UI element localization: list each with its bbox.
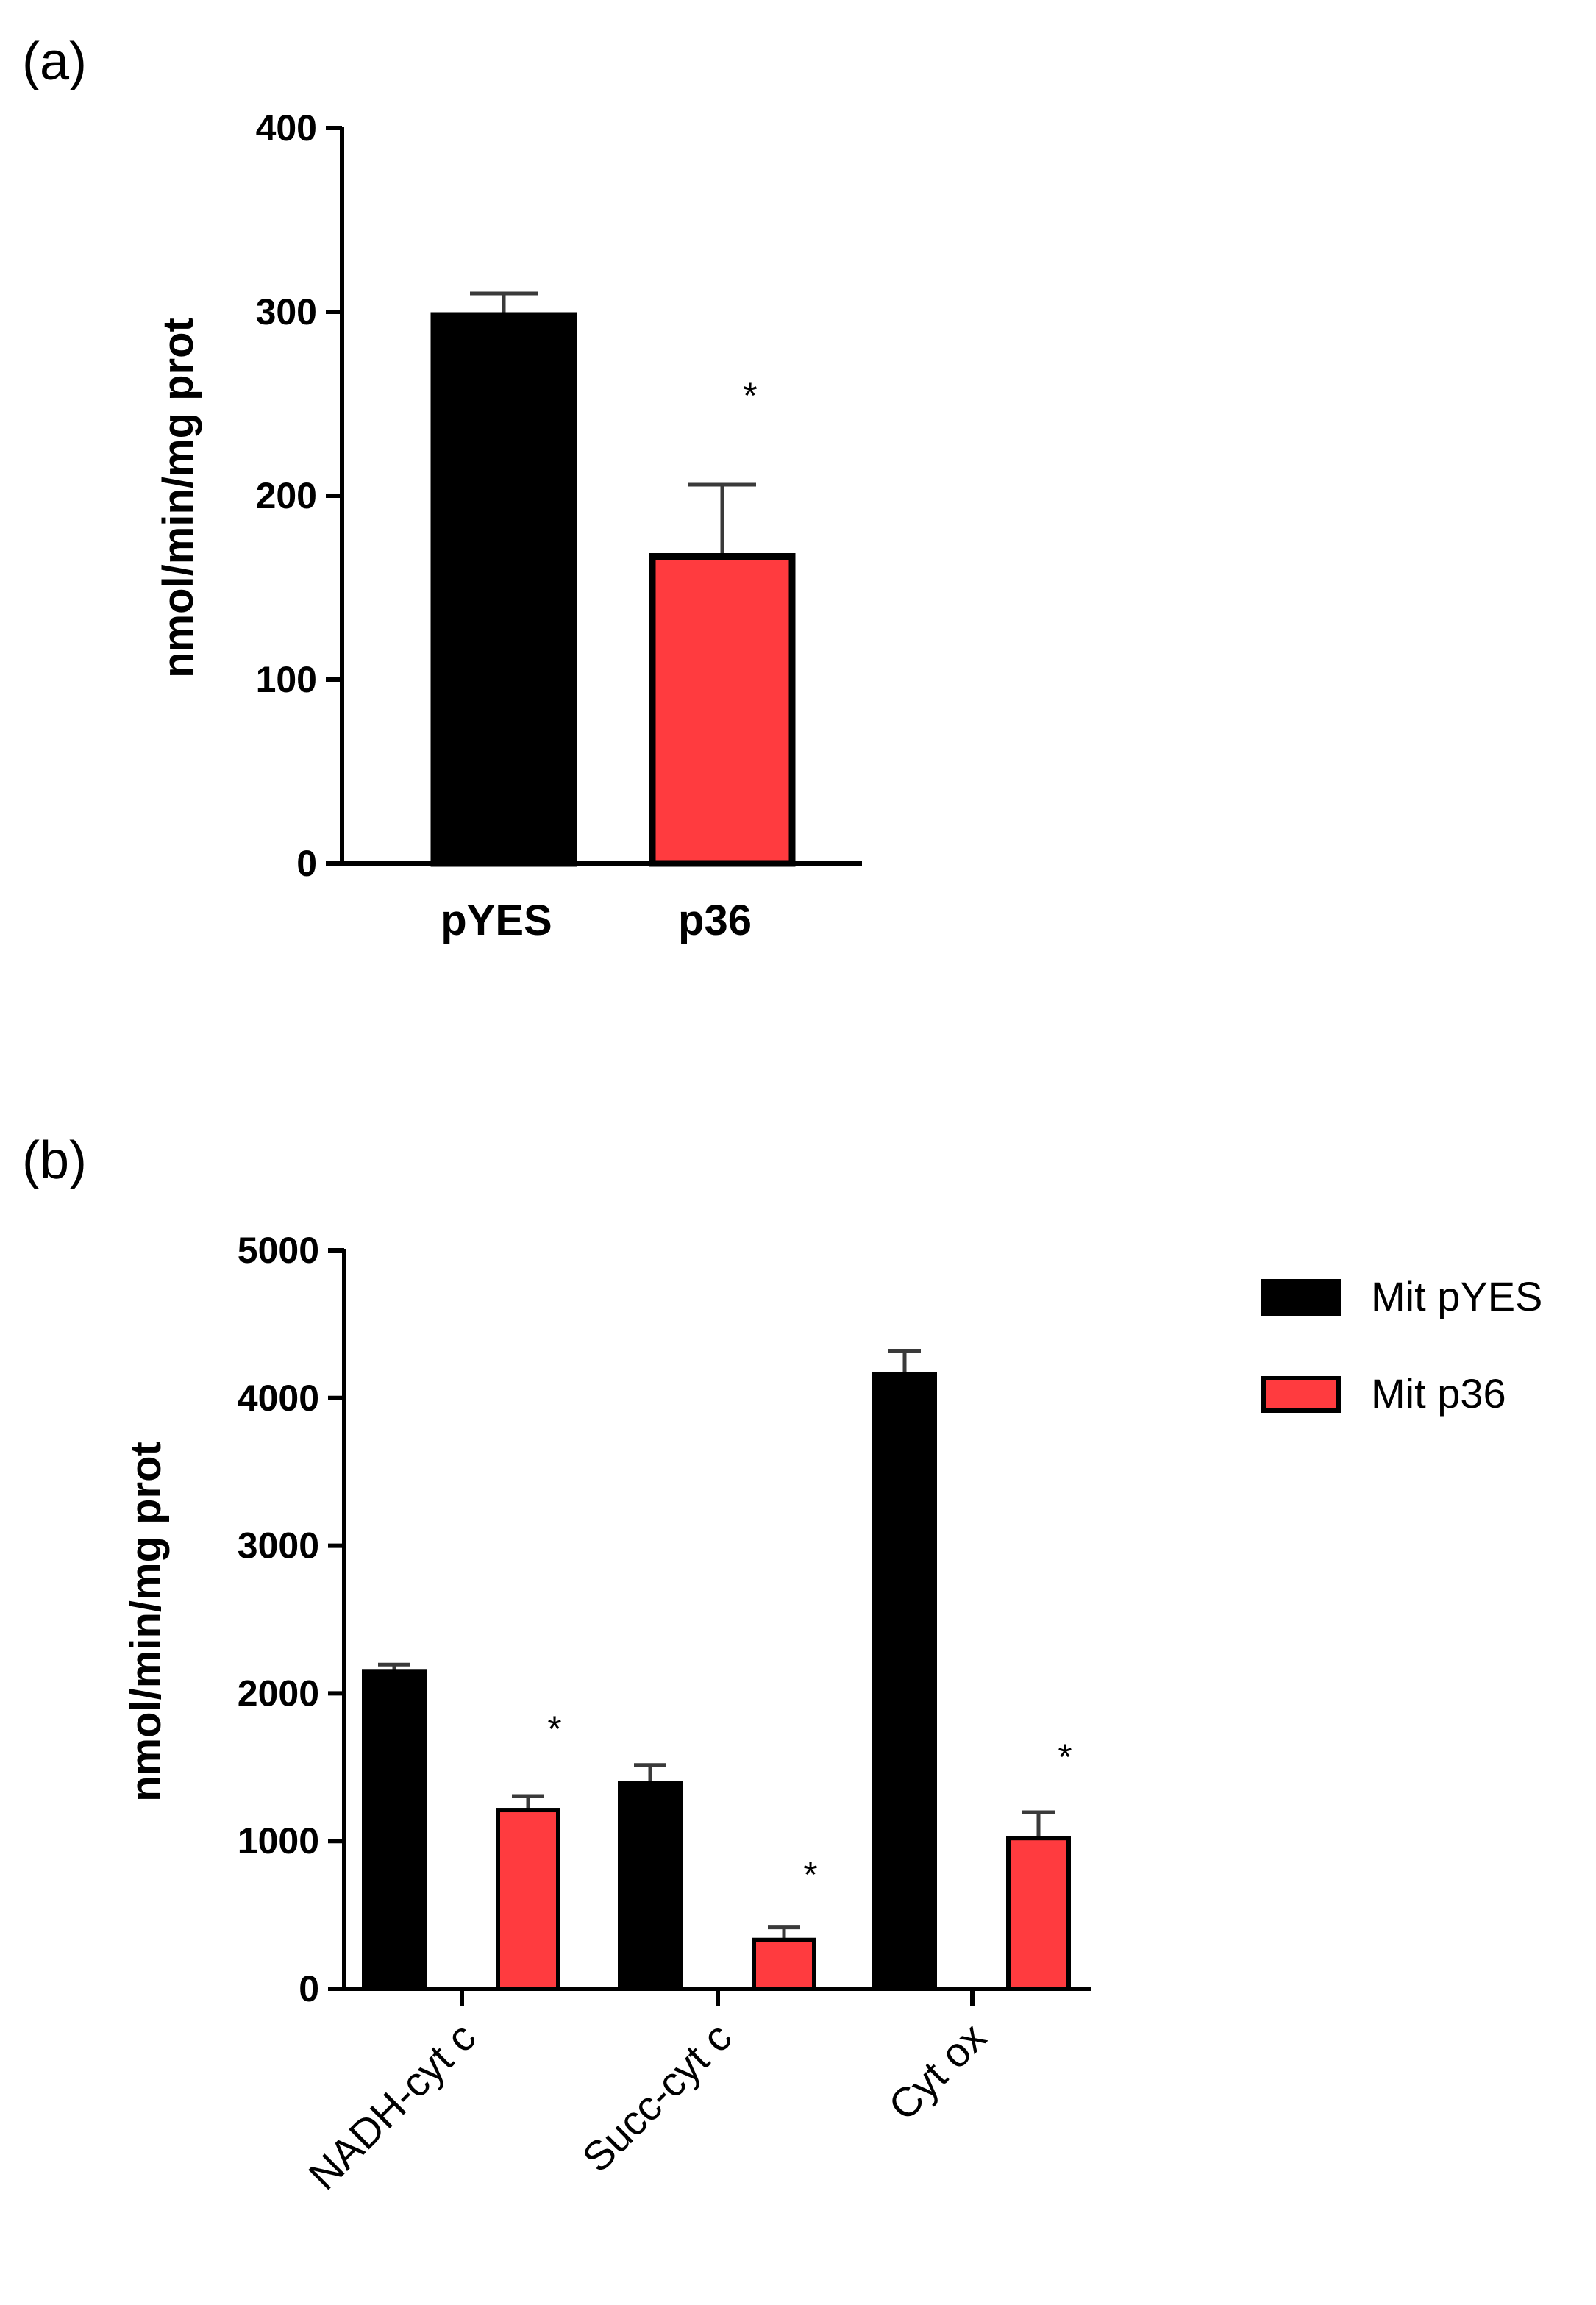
x-category-label-b-nadh-cyt-c: NADH-cyt c — [299, 2014, 484, 2198]
y-tick-label-a-300: 300 — [256, 291, 317, 332]
bar-b-succ-cyt-c-mit-pyes — [618, 1781, 683, 1991]
y-tick-label-a-0: 0 — [296, 843, 317, 884]
legend-swatch-mit-p36 — [1261, 1376, 1341, 1413]
y-axis-title-b: nmol/min/mg prot — [122, 1442, 170, 1802]
bar-b-nadh-cyt-c-mit-p36 — [496, 1808, 560, 1991]
y-tick-label-a-100: 100 — [256, 659, 317, 700]
panel-b-label: (b) — [22, 1131, 87, 1190]
y-tick-label-b-0: 0 — [299, 1968, 319, 2009]
significance-marker-b-nadh-cyt-c-mit-p36: * — [547, 1709, 561, 1750]
bar-b-cyt-ox-mit-pyes — [872, 1372, 937, 1991]
bar-b-succ-cyt-c-mit-p36 — [752, 1937, 816, 1992]
panel-a-label: (a) — [22, 32, 87, 91]
significance-marker-b-cyt-ox-mit-p36: * — [1058, 1736, 1072, 1778]
panel-a-chart: (a) nmol/min/mg prot 0 100 200 300 400 * pYE… — [22, 32, 862, 944]
significance-marker-b-succ-cyt-c-mit-p36: * — [803, 1854, 817, 1895]
x-category-label-a-p36: p36 — [678, 897, 752, 944]
y-tick-label-b-4000: 4000 — [238, 1378, 319, 1419]
bar-b-cyt-ox-mit-p36 — [1006, 1836, 1071, 1992]
bar-a-p36 — [649, 553, 796, 867]
x-category-label-b-cyt-ox: Cyt ox — [880, 2014, 995, 2129]
significance-marker-a-p36: * — [743, 375, 757, 416]
x-category-label-a-pyes: pYES — [441, 897, 552, 944]
legend-swatch-mit-pyes — [1261, 1279, 1341, 1316]
legend-label-mit-p36: Mit p36 — [1371, 1370, 1506, 1417]
x-category-label-b-succ-cyt-c: Succ-cyt c — [573, 2014, 740, 2181]
y-tick-label-b-5000: 5000 — [238, 1230, 319, 1271]
y-tick-label-b-1000: 1000 — [238, 1820, 319, 1862]
y-tick-label-b-3000: 3000 — [238, 1525, 319, 1567]
bar-a-pyes — [430, 312, 577, 867]
bar-b-nadh-cyt-c-mit-pyes — [362, 1669, 427, 1992]
legend-label-mit-pyes: Mit pYES — [1371, 1273, 1542, 1319]
y-axis-title-a: nmol/min/mg prot — [154, 318, 202, 678]
panel-b-chart: (b) nmol/min/mg prot 0 1000 2000 3000 4000 50… — [22, 1131, 1542, 2198]
y-tick-label-a-200: 200 — [256, 475, 317, 516]
y-tick-label-b-2000: 2000 — [238, 1672, 319, 1714]
legend: Mit pYES Mit p36 — [1261, 1273, 1542, 1417]
y-tick-label-a-400: 400 — [256, 107, 317, 149]
